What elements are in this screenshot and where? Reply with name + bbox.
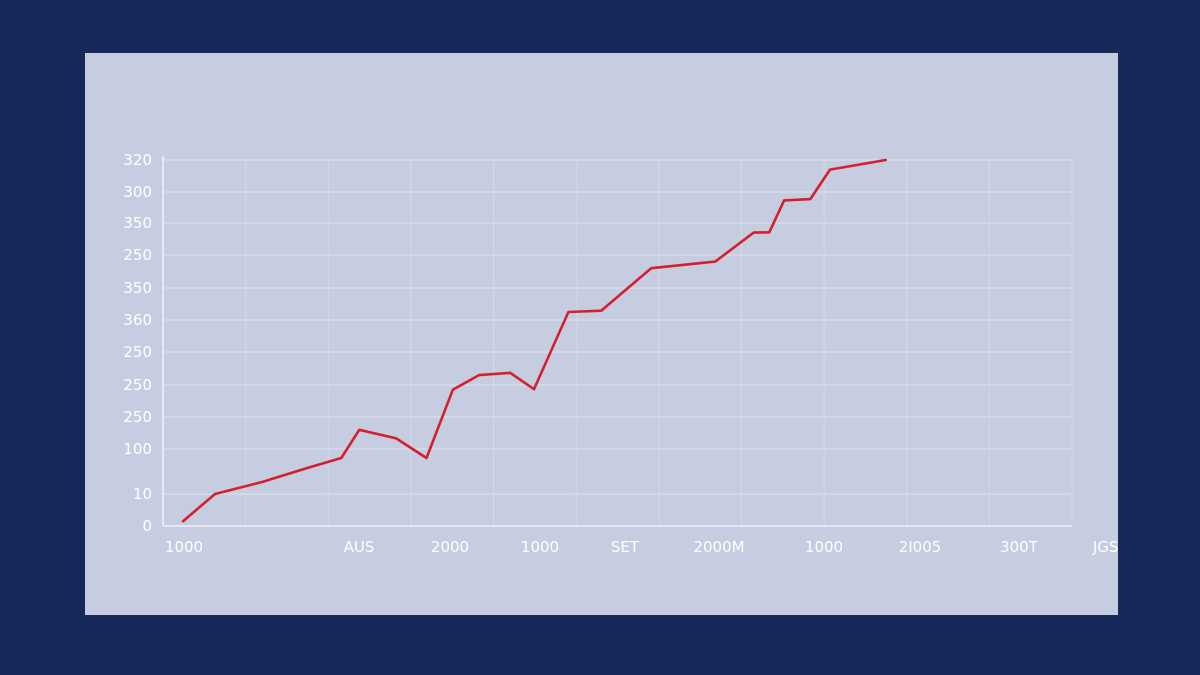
x-tick-label: 2I005 — [899, 538, 942, 556]
chart-panel: 0 10 100 250 250 250 360 350 250 350 300 320 1000 AU… — [85, 53, 1118, 615]
x-tick-label: JGS. — [1092, 538, 1118, 556]
x-tick-label: AUS — [344, 538, 375, 556]
line-chart: 0 10 100 250 250 250 360 350 250 350 300 320 1000 AU… — [123, 151, 1118, 556]
series-line — [181, 158, 888, 523]
x-tick-label: 1000 — [165, 538, 203, 556]
y-tick-label: 250 — [123, 376, 152, 394]
x-tick-label: 1000 — [805, 538, 843, 556]
y-tick-label: 250 — [123, 246, 152, 264]
y-tick-label: 360 — [123, 311, 152, 329]
x-tick-label: SET — [611, 538, 640, 556]
y-tick-label: 250 — [123, 408, 152, 426]
y-tick-label: 250 — [123, 343, 152, 361]
y-tick-label: 100 — [123, 440, 152, 458]
y-tick-label: 0 — [142, 517, 152, 535]
y-tick-label: 320 — [123, 151, 152, 169]
x-tick-label: 1000 — [521, 538, 559, 556]
y-tick-label: 10 — [133, 485, 152, 503]
y-tick-label: 350 — [123, 279, 152, 297]
x-tick-label: 2000 — [431, 538, 469, 556]
x-tick-label: 2000M — [693, 538, 744, 556]
y-tick-label: 350 — [123, 214, 152, 232]
x-tick-label: 300T — [1000, 538, 1039, 556]
y-tick-label: 300 — [123, 183, 152, 201]
